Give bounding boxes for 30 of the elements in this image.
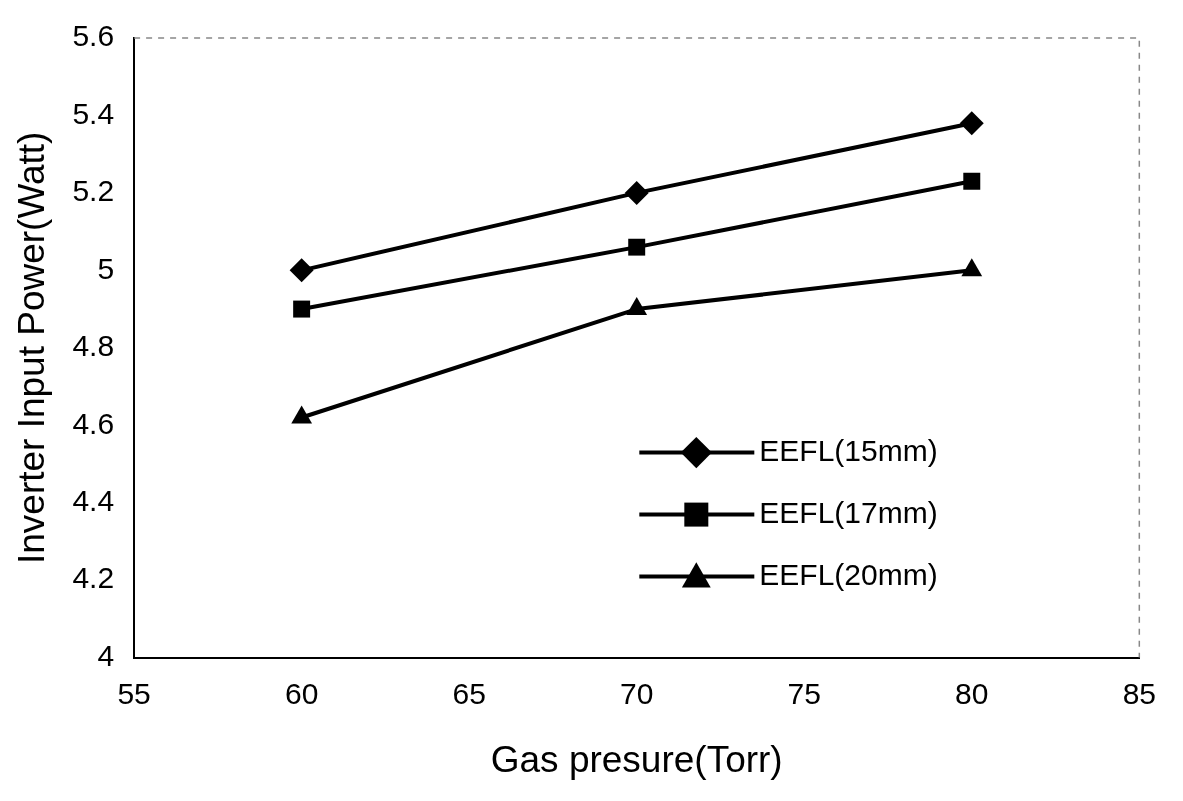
x-tick-label: 85 — [1122, 676, 1156, 710]
y-tick-label: 4.4 — [72, 483, 115, 517]
x-tick-label: 70 — [620, 676, 654, 710]
point — [628, 238, 646, 256]
point — [959, 111, 984, 136]
x-tick-label: 75 — [787, 676, 821, 710]
y-tick-label: 5.2 — [72, 174, 115, 208]
y-tick-label: 4.8 — [72, 329, 115, 363]
y-tick-label: 4.6 — [72, 406, 115, 440]
y-axis-title: Inverter Input Power(Watt) — [11, 131, 53, 565]
y-tick-label: 5.6 — [72, 19, 115, 53]
point — [289, 258, 314, 283]
x-tick-label: 60 — [284, 676, 319, 710]
point — [624, 180, 649, 205]
x-tick-label: 80 — [955, 676, 989, 710]
y-tick-label: 4 — [97, 638, 115, 672]
legend-label: EEFL(17mm) — [759, 495, 938, 529]
point — [293, 300, 311, 318]
point — [961, 258, 983, 277]
x-tick-label: 65 — [452, 676, 486, 710]
point — [626, 297, 648, 316]
legend-label: EEFL(20mm) — [759, 557, 938, 591]
point — [291, 405, 313, 424]
legend-label: EEFL(15mm) — [759, 433, 938, 467]
y-tick-label: 5.4 — [72, 96, 115, 130]
x-axis-title: Gas presure(Torr) — [490, 739, 783, 780]
point — [963, 172, 981, 190]
y-tick-label: 5 — [97, 251, 115, 285]
x-tick-label: 55 — [117, 676, 151, 710]
y-tick-label: 4.2 — [72, 561, 115, 595]
